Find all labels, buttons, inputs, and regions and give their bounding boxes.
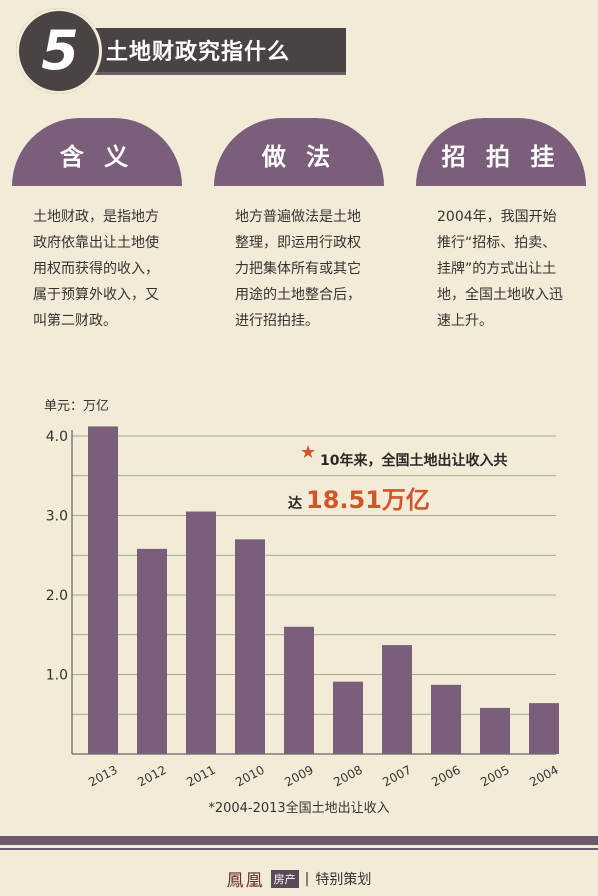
bar [235, 539, 265, 754]
y-tick-label: 1.0 [46, 668, 68, 684]
x-tick-label: 2007 [380, 763, 414, 790]
annotation-value: 18.51万亿 [306, 486, 430, 514]
bar [186, 511, 216, 754]
x-tick-label: 2011 [184, 763, 218, 790]
footer: 鳳凰 房产 | 特别策划 [0, 866, 598, 891]
brand-logo: 鳳凰 [226, 871, 265, 891]
annotation-prefix: 达 [288, 496, 302, 512]
x-tick-label: 2004 [527, 763, 561, 790]
bar [529, 703, 559, 754]
column-title: 招 拍 挂 [441, 143, 561, 171]
section-number-badge: 5 [16, 8, 102, 94]
annotation-line2: 达 18.51万亿 [288, 480, 430, 515]
bar [333, 681, 363, 754]
footer-tagline: 特别策划 [315, 871, 372, 888]
section-number: 5 [41, 19, 79, 82]
section-title-bar: 土地财政究指什么 [84, 28, 346, 72]
column-method: 做 法 地方普遍做法是土地整理，即运用行政权力把集体所有或其它用途的土地整合后，… [214, 118, 384, 334]
y-tick-label: 2.0 [46, 588, 68, 604]
star-icon: ★ [300, 442, 317, 463]
bar [480, 707, 510, 754]
column-header: 招 拍 挂 [416, 118, 586, 186]
column-header: 做 法 [214, 118, 384, 186]
footer-divider-thin [0, 848, 598, 850]
column-header: 含 义 [12, 118, 182, 186]
bar [284, 626, 314, 754]
annotation-line1: 10年来，全国土地出让收入共 [320, 453, 508, 469]
chart-footnote: *2004-2013全国土地出让收入 [208, 801, 390, 816]
column-title: 做 法 [261, 143, 337, 171]
section-title: 土地财政究指什么 [106, 40, 291, 65]
x-tick-label: 2009 [282, 763, 316, 790]
column-text: 土地财政，是指地方政府依靠出让土地使用权而获得的收入，属于预算外收入，又叫第二财… [33, 209, 159, 329]
column-meaning: 含 义 土地财政，是指地方政府依靠出让土地使用权而获得的收入，属于预算外收入，又… [12, 118, 182, 334]
x-tick-label: 2013 [86, 763, 120, 790]
column-text: 地方普遍做法是土地整理，即运用行政权力把集体所有或其它用途的土地整合后，进行招拍… [235, 209, 361, 329]
footer-separator: | [304, 870, 310, 887]
column-title: 含 义 [59, 143, 135, 171]
brand-logo-box: 房产 [270, 869, 299, 888]
bar [137, 548, 167, 754]
bar [88, 426, 118, 754]
bar-chart: 1.0 2.0 3.0 4.0 2013 2012 2011 2010 2009 2008 2007… [46, 426, 561, 790]
y-tick-label: 4.0 [46, 429, 68, 445]
bar [382, 645, 412, 754]
column-text: 2004年，我国开始推行“招标、拍卖、挂牌”的方式出让土地，全国土地收入迅速上升… [437, 209, 563, 329]
x-tick-label: 2012 [135, 763, 169, 790]
chart-unit-label: 单元：万亿 [44, 399, 110, 414]
footer-divider [0, 836, 598, 845]
x-tick-label: 2005 [478, 763, 512, 790]
y-tick-label: 3.0 [46, 509, 68, 525]
x-tick-label: 2008 [331, 763, 365, 790]
bar [431, 684, 461, 754]
column-auction: 招 拍 挂 2004年，我国开始推行“招标、拍卖、挂牌”的方式出让土地，全国土地… [416, 118, 586, 334]
x-tick-label: 2006 [429, 763, 463, 790]
x-tick-label: 2010 [233, 763, 267, 790]
